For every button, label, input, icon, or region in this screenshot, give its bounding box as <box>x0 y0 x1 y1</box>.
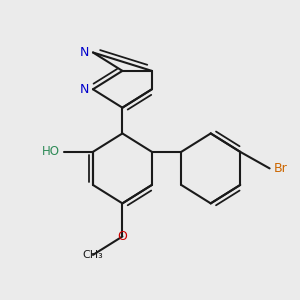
Text: HO: HO <box>42 145 60 158</box>
Text: CH₃: CH₃ <box>82 250 103 260</box>
Text: N: N <box>80 83 89 96</box>
Text: O: O <box>118 230 127 243</box>
Text: N: N <box>80 46 89 59</box>
Text: Br: Br <box>273 162 287 175</box>
